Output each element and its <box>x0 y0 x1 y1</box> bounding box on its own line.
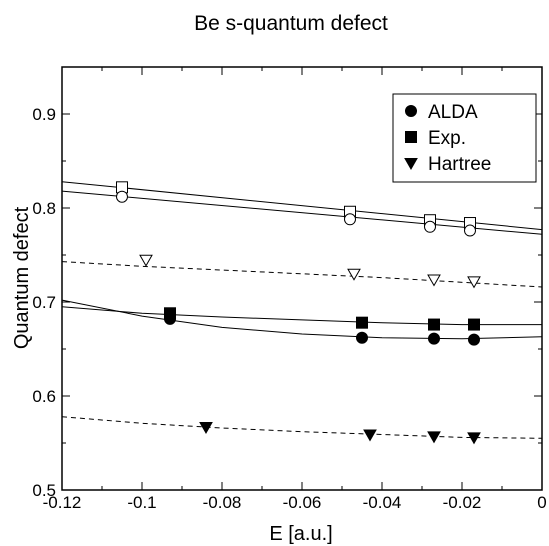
legend-marker-square <box>405 131 417 143</box>
legend-label: Exp. <box>428 128 466 149</box>
filled-square-point <box>428 318 440 331</box>
x-tick-label: 0 <box>537 493 546 512</box>
y-tick-label: 0.6 <box>32 387 56 406</box>
y-tick-label: 0.5 <box>32 481 56 500</box>
x-tick-label: -0.08 <box>203 493 242 512</box>
y-tick-label: 0.8 <box>32 199 56 218</box>
fit-line-6 <box>61 416 543 439</box>
open-triangle-down-point <box>467 276 481 289</box>
y-axis-label: Quantum defect <box>11 206 33 349</box>
legend-label: Hartree <box>428 154 491 175</box>
open-circle-point <box>424 220 436 233</box>
open-triangle-down-point <box>427 274 441 287</box>
x-tick-label: -0.02 <box>443 493 482 512</box>
filled-triangle-down-point <box>363 429 377 442</box>
filled-circle-point <box>356 331 368 344</box>
filled-circle-point <box>428 332 440 345</box>
legend-marker-circle <box>405 105 417 117</box>
legend-label: ALDA <box>428 102 478 123</box>
fit-line-1 <box>61 181 543 231</box>
x-axis-label: E [a.u.] <box>269 523 332 545</box>
x-tick-label: -0.04 <box>363 493 402 512</box>
fit-line-4 <box>61 306 542 326</box>
filled-triangle-down-point <box>199 422 213 435</box>
y-tick-label: 0.9 <box>32 105 56 124</box>
x-tick-label: -0.06 <box>283 493 322 512</box>
x-tick-label: -0.12 <box>43 493 82 512</box>
filled-square-point <box>468 318 480 331</box>
open-triangle-down-point <box>347 268 361 281</box>
legend: ALDA Exp. Hartree <box>392 93 537 183</box>
filled-triangle-down-point <box>467 432 481 445</box>
fit-line-2 <box>61 190 543 235</box>
open-circle-point <box>464 224 476 237</box>
data-points <box>116 181 481 445</box>
open-triangle-down-point <box>139 254 153 267</box>
open-circle-point <box>116 190 128 203</box>
x-tick-label: -0.1 <box>127 493 156 512</box>
filled-triangle-down-point <box>427 431 441 444</box>
filled-square-point <box>164 307 176 320</box>
fit-line-3 <box>61 261 543 288</box>
filled-square-point <box>356 316 368 329</box>
open-circle-point <box>344 213 356 226</box>
filled-circle-point <box>468 333 480 346</box>
fit-line-5 <box>61 299 543 340</box>
legend-marker-triangle-down <box>404 158 418 171</box>
y-tick-label: 0.7 <box>32 293 56 312</box>
chart-title: Be s-quantum defect <box>194 12 388 35</box>
x-axis: -0.12 -0.1 -0.08 -0.06 -0.04 -0.02 0 <box>43 67 547 512</box>
y-axis: 0.5 0.6 0.7 0.8 0.9 <box>32 105 542 500</box>
